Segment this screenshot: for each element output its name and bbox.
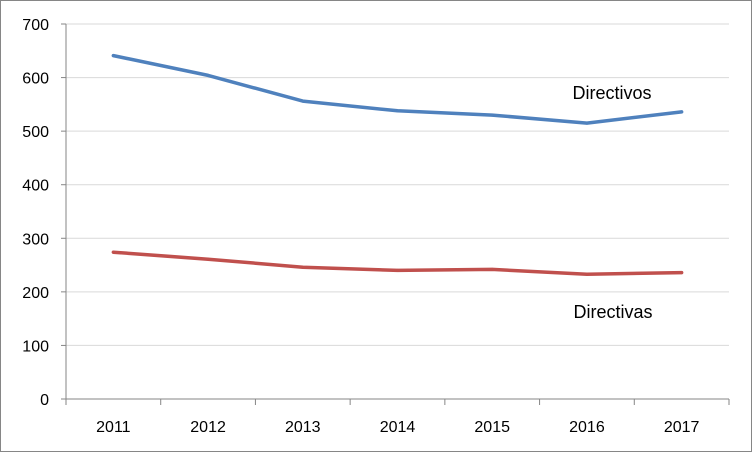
- y-tick-label: 400: [22, 178, 49, 195]
- series-lines: [111, 53, 684, 276]
- series-labels: Directivos Directivas: [572, 83, 652, 322]
- data-point: [490, 113, 494, 117]
- x-tick-label: 2017: [664, 419, 700, 436]
- y-tick-label: 600: [22, 71, 49, 88]
- y-tick-label: 300: [22, 231, 49, 248]
- data-point: [206, 73, 210, 77]
- x-tick-label: 2015: [474, 419, 510, 436]
- data-point: [301, 99, 305, 103]
- data-point: [680, 110, 684, 114]
- y-tick-label: 700: [22, 17, 49, 34]
- x-tick-label: 2016: [569, 419, 605, 436]
- data-point: [396, 268, 399, 272]
- data-point: [206, 257, 210, 261]
- series-label-directivas: Directivas: [573, 302, 652, 322]
- x-tick-label: 2012: [190, 419, 226, 436]
- data-point: [111, 250, 115, 254]
- x-tick-label: 2014: [380, 419, 416, 436]
- data-point: [490, 267, 494, 271]
- axes: 0 100 200 300 400 500 600 700 2011 2012 2013 2014 20…: [22, 17, 730, 436]
- data-point: [585, 121, 589, 125]
- data-point: [301, 265, 305, 269]
- y-tick-label: 500: [22, 124, 49, 141]
- y-tick-label: 0: [40, 392, 49, 409]
- x-tick-label: 2011: [96, 419, 131, 436]
- data-point: [111, 54, 115, 58]
- data-point: [680, 271, 684, 275]
- data-point: [396, 109, 399, 113]
- y-tick-label: 100: [22, 338, 49, 355]
- series-label-directivos: Directivos: [572, 83, 651, 103]
- x-tick-label: 2013: [285, 419, 321, 436]
- gridlines: [66, 23, 729, 346]
- data-point: [585, 272, 589, 276]
- y-tick-label: 200: [22, 285, 49, 302]
